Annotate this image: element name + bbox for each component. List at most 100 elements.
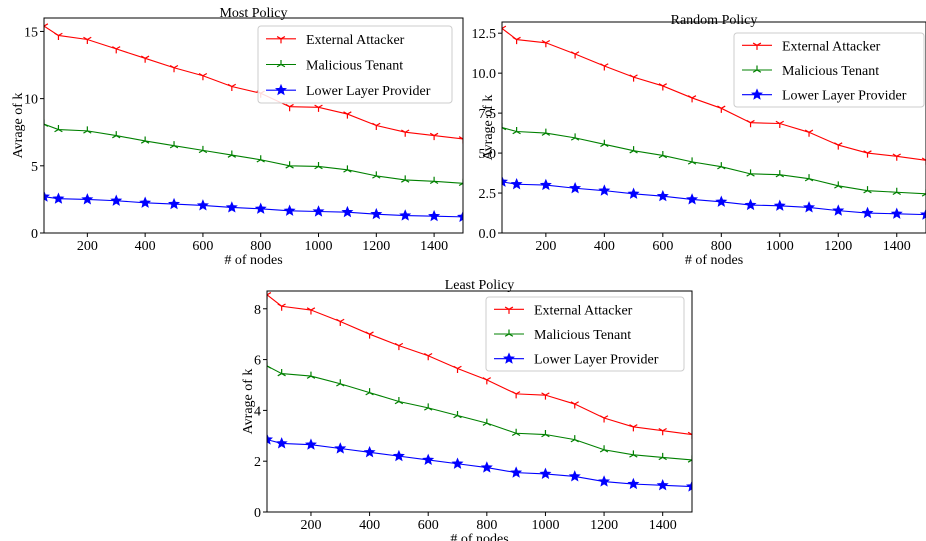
y-tick-label: 2 [254, 455, 261, 470]
data-point [112, 131, 121, 139]
plot-area [44, 23, 463, 222]
data-point [599, 415, 609, 423]
x-tick-label: 1200 [362, 239, 390, 254]
x-tick-label: 1200 [824, 239, 852, 254]
plot-frame [43, 17, 464, 234]
plot-area [267, 292, 692, 492]
data-point [773, 199, 786, 211]
data-point [267, 292, 272, 300]
data-point [920, 208, 926, 220]
data-point [832, 204, 845, 216]
legend-label: Malicious Tenant [534, 328, 631, 343]
data-point [277, 369, 286, 377]
data-point [921, 189, 926, 197]
legend-label: External Attacker [534, 303, 633, 318]
legend-marker [752, 42, 762, 50]
legend-label: External Attacker [306, 33, 405, 48]
data-point [336, 318, 345, 326]
data-point [277, 303, 286, 311]
y-tick-label: 10 [24, 93, 38, 108]
plot-frame [501, 21, 926, 234]
data-point [686, 480, 692, 492]
data-point [401, 129, 410, 137]
series-line [44, 25, 463, 140]
y-tick-label: 5 [31, 160, 38, 175]
data-point [110, 194, 123, 206]
data-point [334, 442, 347, 454]
data-point [598, 184, 611, 196]
legend-label: Malicious Tenant [782, 64, 879, 79]
data-point [687, 95, 697, 103]
data-point [457, 210, 463, 222]
data-point [892, 153, 901, 161]
data-point [511, 391, 521, 399]
data-point [81, 193, 94, 205]
data-point [424, 353, 433, 361]
data-point [627, 187, 640, 199]
x-tick-label: 800 [711, 239, 732, 254]
data-point [482, 377, 492, 385]
legend: External Attacker Malicious Tenant Lower L… [733, 32, 925, 108]
chart-least: Least Policy 200 400 600 800 1000 1200 1400 0 2 4 6… [241, 278, 693, 541]
data-point [629, 424, 638, 432]
x-tick-label: 400 [359, 518, 380, 533]
data-point [314, 104, 323, 112]
data-point [112, 46, 121, 54]
x-tick-label: 1400 [883, 239, 911, 254]
data-point [512, 36, 521, 45]
y-tick-label: 6 [254, 354, 261, 369]
data-point [512, 127, 521, 135]
data-point [629, 450, 638, 458]
data-point [892, 187, 901, 196]
data-point [306, 371, 316, 379]
data-point [570, 51, 580, 59]
data-point [687, 455, 692, 463]
chart-title: Most Policy [219, 6, 287, 21]
data-point [629, 146, 638, 154]
y-tick-label: 10.0 [472, 67, 497, 82]
data-point [598, 475, 611, 487]
x-axis-label: # of nodes [450, 532, 508, 541]
data-point [392, 449, 405, 462]
data-point [541, 392, 550, 400]
data-point [283, 204, 296, 216]
data-point [227, 83, 237, 92]
data-point [168, 197, 181, 210]
data-point [453, 410, 462, 419]
data-point [285, 103, 294, 112]
data-point [502, 123, 507, 131]
data-point [834, 142, 843, 150]
data-point [658, 452, 667, 461]
data-point [629, 74, 638, 82]
legend-marker [276, 36, 286, 44]
x-tick-label: 1400 [649, 518, 677, 533]
data-point [44, 23, 49, 31]
x-tick-label: 400 [594, 239, 615, 254]
data-point [686, 193, 699, 205]
y-axis-label: Avrage of k [481, 95, 496, 161]
data-point [343, 111, 352, 119]
x-tick-label: 600 [418, 518, 439, 533]
data-point [568, 470, 581, 482]
data-point [424, 403, 433, 411]
x-tick-label: 1200 [590, 518, 618, 533]
data-point [54, 32, 63, 40]
data-point [83, 36, 92, 44]
legend-box [257, 25, 453, 104]
data-point [54, 125, 63, 133]
data-point [285, 161, 294, 169]
data-point [482, 418, 492, 426]
legend: External Attacker Malicious Tenant Lower L… [485, 296, 685, 372]
y-axis-label: Avrage of k [11, 93, 26, 159]
legend-marker [503, 352, 515, 364]
data-point [746, 169, 755, 177]
data-point [539, 467, 552, 479]
legend-box [485, 296, 685, 372]
data-point [570, 401, 579, 409]
legend-marker [504, 306, 514, 314]
data-point [140, 55, 150, 63]
series-line [44, 123, 463, 184]
data-point [570, 133, 580, 141]
y-axis-label: Avrage of k [241, 369, 256, 435]
